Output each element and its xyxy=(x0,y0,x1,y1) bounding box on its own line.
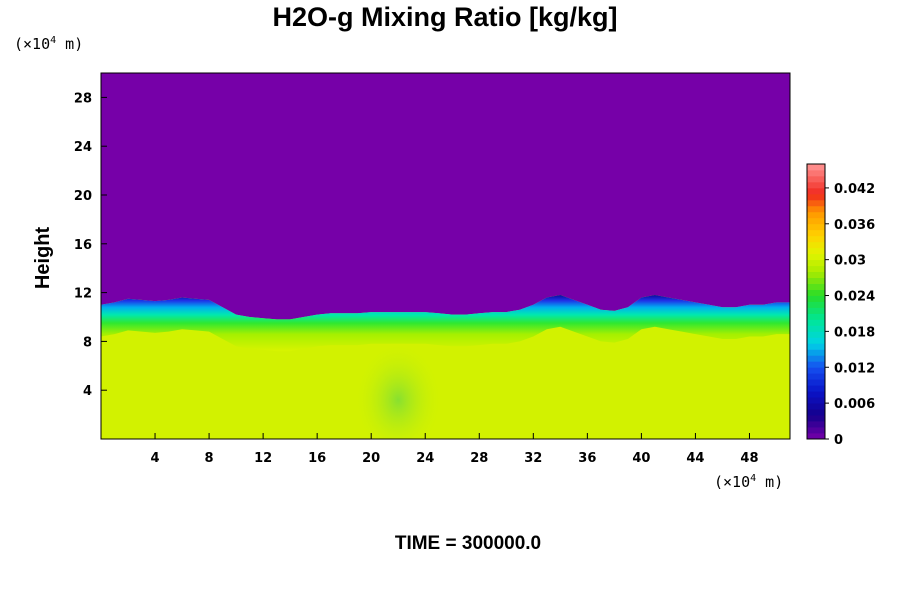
colorbar-segment xyxy=(807,343,825,350)
boundary-band xyxy=(101,295,790,352)
colorbar-tick-label: 0.036 xyxy=(834,218,875,233)
colorbar-segment xyxy=(807,331,825,338)
x-tick-label: 12 xyxy=(254,451,272,466)
colorbar-segment xyxy=(807,295,825,302)
x-tick-label: 44 xyxy=(686,451,704,466)
x-tick-label: 16 xyxy=(308,451,326,466)
colorbar-segment xyxy=(807,247,825,255)
x-unit-exponent: 4 xyxy=(750,473,756,484)
y-tick-label: 24 xyxy=(74,140,92,155)
y-axis-ticks: 4 8 12 16 20 24 28 xyxy=(74,91,107,399)
colorbar-segment xyxy=(807,367,825,374)
colorbar-segment xyxy=(807,301,825,308)
colorbar-tick-label: 0.03 xyxy=(834,254,866,269)
chart-title: H2O-g Mixing Ratio [kg/kg] xyxy=(272,2,617,32)
colorbar-tick-label: 0.042 xyxy=(834,182,875,197)
x-axis-unit: (×104 m) xyxy=(714,473,783,491)
colorbar-segment xyxy=(807,169,825,177)
colorbar-segment xyxy=(807,307,825,314)
colorbar-segment xyxy=(807,211,825,219)
colorbar-segment xyxy=(807,415,825,422)
colorbar-tick-label: 0.024 xyxy=(834,290,875,305)
colorbar-segment xyxy=(807,241,825,249)
colorbar: 0 0.006 0.012 0.018 0.024 0.03 0.036 0.042 xyxy=(806,163,875,448)
colorbar-segment xyxy=(807,337,825,344)
colorbar-segment xyxy=(807,259,825,267)
colorbar-segment xyxy=(807,193,825,201)
colorbar-frame xyxy=(806,163,826,440)
colorbar-tick-label: 0.018 xyxy=(834,325,875,340)
plot-frame xyxy=(100,72,791,440)
x-unit-prefix: (×10 xyxy=(714,473,750,491)
y-axis-unit: (×104 m) xyxy=(14,35,83,53)
x-tick-label: 28 xyxy=(470,451,488,466)
y-tick-label: 4 xyxy=(83,384,92,399)
x-unit-suffix: m) xyxy=(756,473,783,491)
y-tick-label: 20 xyxy=(74,189,92,204)
colorbar-segment xyxy=(807,433,825,440)
x-tick-label: 48 xyxy=(740,451,758,466)
colorbar-segment xyxy=(807,217,825,225)
colorbar-segment xyxy=(807,277,825,284)
colorbar-segment xyxy=(807,175,825,183)
colorbar-segment xyxy=(807,229,825,237)
x-tick-label: 24 xyxy=(416,451,434,466)
colorbar-segment xyxy=(807,313,825,320)
y-tick-label: 28 xyxy=(74,91,92,106)
colorbar-segment xyxy=(807,223,825,231)
colorbar-segment xyxy=(807,403,825,410)
colorbar-segment xyxy=(807,289,825,296)
time-label: TIME = 300000.0 xyxy=(395,533,541,554)
x-tick-label: 20 xyxy=(362,451,380,466)
x-tick-label: 32 xyxy=(524,451,542,466)
y-tick-label: 16 xyxy=(74,238,92,253)
colorbar-segment xyxy=(807,187,825,195)
colorbar-segment xyxy=(807,199,825,207)
colorbar-segment xyxy=(807,373,825,380)
moist-layer-field xyxy=(101,295,790,439)
colorbar-segment xyxy=(807,385,825,392)
colorbar-segment xyxy=(807,283,825,290)
x-tick-label: 8 xyxy=(205,451,214,466)
colorbar-segment xyxy=(807,391,825,398)
y-unit-exponent: 4 xyxy=(50,35,56,46)
colorbar-tick-label: 0 xyxy=(834,433,843,448)
x-tick-label: 40 xyxy=(632,451,650,466)
colorbar-segment xyxy=(807,325,825,332)
colorbar-segment xyxy=(807,409,825,416)
colorbar-segment xyxy=(807,235,825,243)
colorbar-segment xyxy=(807,397,825,404)
colorbar-segment xyxy=(807,205,825,213)
colorbar-segment xyxy=(807,421,825,428)
colorbar-segment xyxy=(807,319,825,326)
colorbar-segment xyxy=(807,355,825,362)
colorbar-tick-label: 0.012 xyxy=(834,361,875,376)
colorbar-segment xyxy=(807,265,825,273)
colorbar-segment xyxy=(807,181,825,189)
colorbar-segment xyxy=(807,361,825,368)
colorbar-segment xyxy=(807,427,825,434)
colorbar-segment xyxy=(807,253,825,261)
colorbar-tick-label: 0.006 xyxy=(834,397,875,412)
y-tick-label: 8 xyxy=(83,335,92,350)
x-tick-label: 4 xyxy=(151,451,160,466)
eddy-region xyxy=(354,341,443,439)
colorbar-segment xyxy=(807,379,825,386)
y-unit-prefix: (×10 xyxy=(14,35,50,53)
colorbar-segment xyxy=(807,164,825,171)
x-tick-label: 36 xyxy=(578,451,596,466)
y-unit-suffix: m) xyxy=(56,35,83,53)
colorbar-segment xyxy=(807,271,825,278)
x-axis-ticks: 4 8 12 16 20 24 28 32 36 40 44 48 xyxy=(151,433,759,466)
y-axis-label: Height xyxy=(32,227,54,290)
y-tick-label: 12 xyxy=(74,287,92,302)
plot-area xyxy=(101,73,790,439)
colorbar-segment xyxy=(807,349,825,356)
